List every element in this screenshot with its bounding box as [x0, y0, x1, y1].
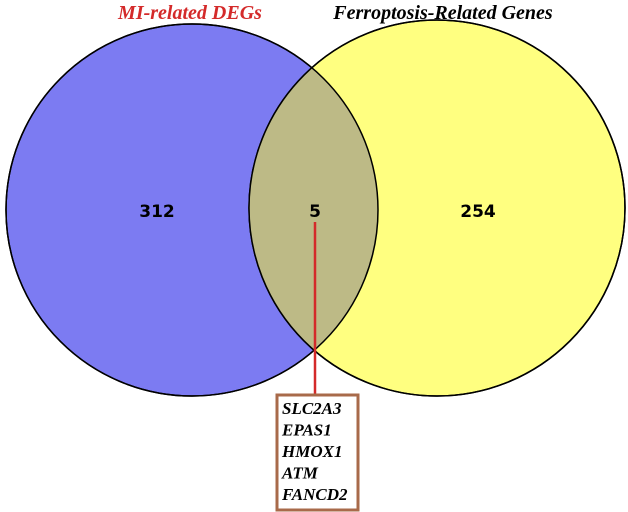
overlap	[249, 24, 378, 396]
left-count: 312	[139, 202, 175, 222]
gene-box	[275, 393, 360, 512]
gene-name: EPAS1	[281, 421, 332, 440]
right-count: 254	[460, 202, 496, 222]
right-outline	[248, 19, 626, 397]
overlap-count: 5	[309, 202, 321, 222]
gene-name: ATM	[281, 464, 319, 483]
left-title: MI-related DEGs	[117, 2, 262, 24]
left-outline	[5, 23, 379, 397]
gene-name: HMOX1	[281, 442, 342, 461]
gene-name: SLC2A3	[282, 399, 342, 418]
right-title: Ferroptosis-Related Genes	[332, 2, 553, 24]
gene-name: FANCD2	[281, 485, 348, 504]
gene-list: SLC2A3 EPAS1 HMOX1 ATM FANCD2	[281, 399, 348, 504]
